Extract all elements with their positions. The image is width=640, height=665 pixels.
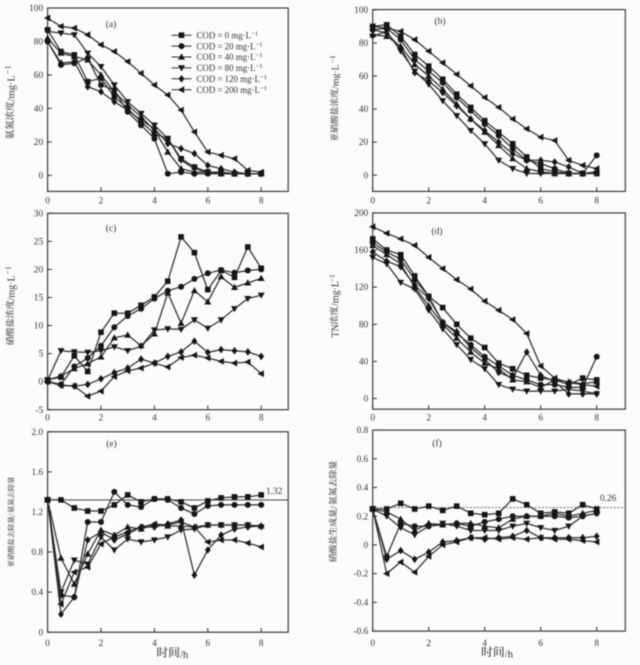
- svg-text:80: 80: [34, 38, 44, 48]
- svg-text:4: 4: [482, 413, 487, 423]
- svg-text:−1: −1: [328, 274, 337, 282]
- svg-text:8: 8: [594, 197, 599, 207]
- svg-text:1.2: 1.2: [31, 508, 43, 518]
- svg-text:TN: TN: [330, 324, 341, 337]
- svg-text:200: 200: [354, 209, 368, 219]
- svg-text:2: 2: [99, 639, 104, 649]
- svg-text:COD = 0 mg·L−1: COD = 0 mg·L−1: [197, 30, 259, 40]
- svg-text:20: 20: [359, 138, 369, 148]
- svg-text:4: 4: [152, 413, 157, 423]
- svg-text:20: 20: [34, 138, 44, 148]
- svg-text:40: 40: [359, 105, 369, 115]
- svg-text:/mg·L: /mg·L: [331, 64, 342, 89]
- svg-text:80: 80: [359, 320, 369, 330]
- svg-text:(b): (b): [434, 16, 445, 27]
- svg-text:0: 0: [38, 172, 43, 182]
- svg-text:40: 40: [359, 358, 369, 368]
- svg-text:80: 80: [359, 39, 369, 49]
- svg-text:8: 8: [594, 639, 599, 649]
- svg-text:8: 8: [594, 413, 599, 423]
- svg-text:0: 0: [364, 541, 369, 551]
- svg-text:0: 0: [45, 413, 50, 423]
- svg-text:2: 2: [426, 197, 431, 207]
- svg-text:COD = 80 mg·L−1: COD = 80 mg·L−1: [197, 63, 263, 73]
- svg-text:4: 4: [152, 197, 157, 207]
- svg-text:4: 4: [152, 639, 157, 649]
- svg-text:2: 2: [426, 639, 431, 649]
- svg-text:0.4: 0.4: [357, 484, 369, 494]
- svg-text:/: /: [329, 506, 340, 509]
- svg-text:2: 2: [99, 197, 104, 207]
- svg-text:6: 6: [538, 639, 543, 649]
- svg-text:0.26: 0.26: [600, 494, 617, 504]
- svg-text:40: 40: [34, 105, 44, 115]
- svg-text:0: 0: [370, 639, 375, 649]
- svg-text:0.6: 0.6: [357, 455, 369, 465]
- svg-text:15: 15: [34, 294, 44, 304]
- svg-text:100: 100: [29, 4, 43, 14]
- svg-text:-0.4: -0.4: [353, 598, 368, 608]
- svg-text:2: 2: [99, 413, 104, 423]
- svg-text:−1: −1: [328, 55, 337, 63]
- svg-text:-5: -5: [35, 406, 43, 416]
- svg-text:0.4: 0.4: [31, 588, 43, 598]
- svg-text:6: 6: [538, 197, 543, 207]
- svg-text:-0.2: -0.2: [353, 570, 368, 580]
- svg-text:4: 4: [482, 197, 487, 207]
- svg-text:10: 10: [34, 322, 44, 332]
- svg-text:−1: −1: [4, 266, 13, 274]
- svg-text:COD = 200 mg·L−1: COD = 200 mg·L−1: [197, 85, 268, 95]
- svg-text:20: 20: [34, 266, 44, 276]
- svg-text:5: 5: [38, 350, 43, 360]
- svg-text:0: 0: [364, 395, 369, 405]
- svg-text:0.8: 0.8: [357, 426, 369, 436]
- svg-text:100: 100: [354, 6, 368, 16]
- svg-text:120: 120: [354, 283, 368, 293]
- svg-text:/mg·L: /mg·L: [6, 75, 17, 101]
- svg-text:8: 8: [259, 197, 264, 207]
- svg-text:0: 0: [38, 628, 43, 638]
- svg-text:(d): (d): [431, 226, 442, 237]
- svg-text:COD = 40 mg·L−1: COD = 40 mg·L−1: [197, 52, 263, 62]
- svg-text:0: 0: [370, 197, 375, 207]
- svg-text:0.2: 0.2: [357, 512, 369, 522]
- svg-text:/: /: [8, 513, 17, 516]
- svg-text:COD = 20 mg·L−1: COD = 20 mg·L−1: [197, 41, 263, 51]
- svg-text:60: 60: [34, 71, 44, 81]
- svg-text:0: 0: [370, 413, 375, 423]
- svg-text:30: 30: [34, 209, 44, 219]
- svg-text:0.8: 0.8: [31, 548, 43, 558]
- svg-text:8: 8: [259, 639, 264, 649]
- svg-text:0: 0: [364, 171, 369, 181]
- svg-text:4: 4: [482, 639, 487, 649]
- svg-text:/h: /h: [180, 650, 189, 661]
- svg-text:/mg·L: /mg·L: [6, 275, 17, 300]
- svg-text:/mg·L: /mg·L: [330, 281, 341, 306]
- svg-text:(f): (f): [432, 438, 442, 449]
- svg-text:(a): (a): [106, 19, 117, 30]
- svg-text:6: 6: [205, 413, 210, 423]
- svg-text:-0.6: -0.6: [353, 627, 368, 637]
- svg-text:8: 8: [259, 413, 264, 423]
- svg-text:6: 6: [538, 413, 543, 423]
- svg-text:−1: −1: [3, 65, 12, 74]
- svg-text:1.6: 1.6: [31, 468, 43, 478]
- svg-text:2.0: 2.0: [31, 428, 43, 438]
- svg-text:0: 0: [38, 378, 43, 388]
- svg-text:(c): (c): [106, 223, 117, 234]
- svg-text:160: 160: [354, 246, 368, 256]
- svg-text:60: 60: [359, 72, 369, 82]
- svg-text:1.32: 1.32: [266, 487, 283, 497]
- svg-text:/h: /h: [505, 650, 514, 661]
- svg-text:COD = 120 mg·L−1: COD = 120 mg·L−1: [197, 74, 268, 84]
- svg-text:6: 6: [205, 639, 210, 649]
- svg-text:0: 0: [45, 197, 50, 207]
- svg-text:0: 0: [45, 639, 50, 649]
- svg-text:6: 6: [205, 197, 210, 207]
- svg-text:2: 2: [426, 413, 431, 423]
- svg-text:25: 25: [34, 238, 44, 248]
- svg-text:(e): (e): [106, 439, 117, 450]
